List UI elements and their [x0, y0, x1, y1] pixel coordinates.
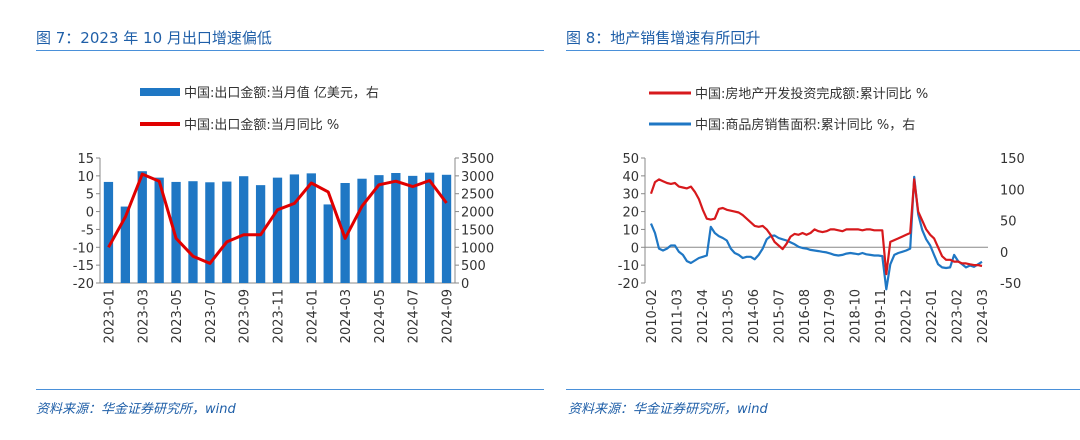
legend-label-sales-area: 中国:商品房销售面积:累计同比 %，右 [695, 117, 915, 133]
bar [408, 175, 418, 283]
x-tick-label: 2023-02 [951, 289, 966, 343]
figure-7-source: 资料来源：华金证券研究所，wind [36, 402, 236, 417]
right-tick-label: 0 [461, 277, 469, 292]
left-tick-label: 50 [622, 152, 639, 167]
legend-swatch-bars [140, 88, 180, 96]
left-tick-label: 10 [77, 170, 94, 185]
bar [424, 172, 435, 283]
left-tick-label: -5 [81, 223, 94, 238]
bar [323, 204, 333, 283]
x-tick-label: 2019-11 [874, 289, 889, 343]
x-tick-label: 2023-03 [136, 289, 151, 343]
x-tick-label: 2024-09 [441, 289, 456, 343]
figure-8-title: 图 8：地产销售增速有所回升 [566, 29, 761, 47]
right-tick-label: 1500 [461, 223, 494, 238]
bar [120, 206, 131, 283]
x-tick-label: 2023-09 [238, 289, 253, 343]
left-tick-label: 20 [622, 206, 639, 221]
right-tick-label: -50 [1000, 277, 1021, 292]
chart-export: -20 -15 -10 -5 0 5 10 15 0 500 1000 1500 2000 2500 300… [73, 85, 494, 343]
right-tick-label: 150 [1000, 152, 1025, 167]
figure-8-source-rule [566, 389, 1080, 390]
right-tick-label: 1000 [461, 241, 494, 256]
x-tick-label: 2024-03 [976, 289, 991, 343]
bar [441, 174, 452, 283]
x-tick-label: 2015-07 [772, 289, 787, 343]
left-tick-label: 40 [622, 170, 639, 185]
x-tick-label: 2024-03 [339, 289, 354, 343]
x-tick-label: 2012-04 [696, 289, 711, 343]
x-tick-label: 2013-05 [721, 289, 736, 343]
x-tick-label: 2017-09 [823, 289, 838, 343]
figure-7-source-rule [36, 389, 544, 390]
left-tick-label: 15 [77, 152, 94, 167]
bar [357, 178, 367, 283]
bar [391, 173, 401, 283]
line-series-yoy [107, 172, 448, 265]
figure-8-source: 资料来源：华金证券研究所，wind [568, 402, 768, 417]
x-tick-label: 2023-01 [102, 289, 117, 343]
x-tick-label: 2023-05 [170, 289, 185, 343]
right-tick-label: 500 [461, 259, 486, 274]
right-tick-label: 50 [1000, 215, 1017, 230]
right-tick-label: 100 [1000, 183, 1025, 198]
x-tick-label: 2014-06 [747, 289, 762, 343]
right-tick-label: 2000 [461, 206, 494, 221]
bar [188, 181, 198, 283]
x-tick-label: 2010-02 [645, 289, 660, 343]
right-tick-label: 2500 [461, 188, 494, 203]
bar [289, 174, 300, 283]
left-tick-label: 0 [86, 206, 94, 221]
x-tick-label: 2024-05 [373, 289, 388, 343]
line-series-investment [649, 178, 983, 276]
bar [154, 177, 164, 283]
bar [103, 181, 114, 283]
left-tick-label: 0 [631, 241, 639, 256]
legend-label-bars: 中国:出口金额:当月值 亿美元，右 [184, 85, 379, 101]
right-tick-label: 3000 [461, 170, 494, 185]
left-tick-label: -20 [618, 277, 639, 292]
bar [137, 171, 147, 283]
bar [239, 176, 249, 283]
bar [306, 173, 316, 283]
figure-7-title-rule [36, 50, 544, 51]
x-tick-label: 2024-07 [407, 289, 422, 343]
left-tick-label: -10 [618, 259, 639, 274]
bar [205, 182, 215, 283]
bar [340, 183, 350, 283]
bar [171, 181, 181, 283]
x-tick-label: 2023-07 [204, 289, 219, 343]
figure-8-title-rule [566, 50, 1080, 51]
x-tick-label: 2023-11 [272, 289, 287, 343]
left-tick-label: -20 [73, 277, 94, 292]
x-tick-label: 2022-01 [925, 289, 940, 343]
right-tick-label: 3500 [461, 152, 494, 167]
bar [222, 181, 232, 283]
left-tick-label: 30 [622, 188, 639, 203]
x-tick-label: 2024-01 [305, 289, 320, 343]
left-tick-label: 10 [622, 223, 639, 238]
left-tick-label: 5 [86, 188, 94, 203]
bar [374, 175, 384, 283]
x-tick-label: 2020-12 [900, 289, 915, 343]
legend-label-investment: 中国:房地产开发投资完成额:累计同比 % [695, 86, 928, 102]
legend-label-line: 中国:出口金额:当月同比 % [184, 117, 339, 133]
line-series-sales-area [649, 175, 983, 291]
figure-7-title: 图 7：2023 年 10 月出口增速偏低 [36, 29, 272, 47]
x-tick-label: 2016-08 [798, 289, 813, 343]
bar [272, 177, 283, 283]
x-tick-label: 2018-10 [849, 289, 864, 343]
right-tick-label: 0 [1000, 246, 1008, 261]
left-tick-label: -10 [73, 241, 94, 256]
chart-property: -20 -10 0 10 20 30 40 50 -50 0 50 100 150 2010-02 2011… [618, 86, 1025, 343]
left-tick-label: -15 [73, 259, 94, 274]
x-tick-label: 2011-03 [670, 289, 685, 343]
